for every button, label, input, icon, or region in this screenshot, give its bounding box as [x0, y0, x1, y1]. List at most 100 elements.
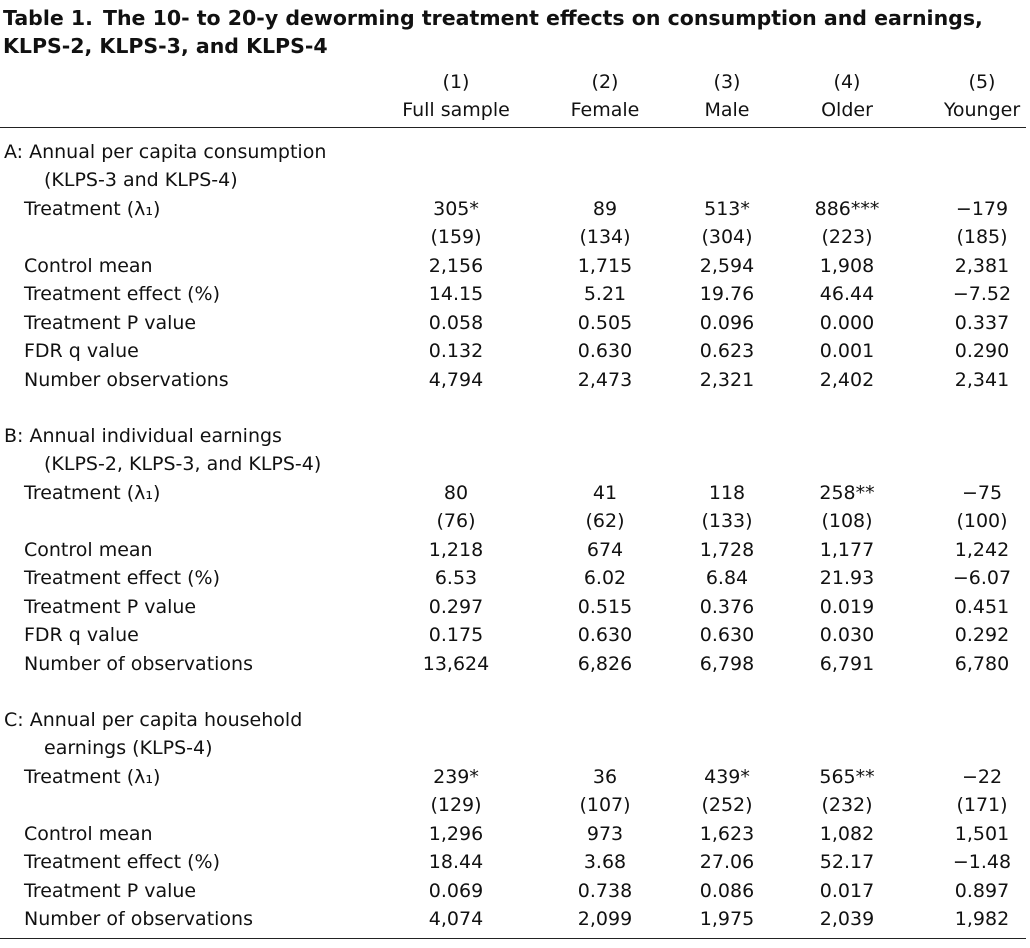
table-cell: (133) [701, 510, 753, 533]
table-cell: 886*** [814, 197, 880, 220]
table-cell: 1,501 [954, 822, 1010, 845]
table-row: Control mean 1,296 973 1,623 1,082 1,501 [0, 820, 1030, 849]
panel-subtitle-text: (KLPS-2, KLPS-3, and KLPS-4) [44, 453, 322, 476]
table-cell: 21.93 [819, 567, 875, 590]
table-row: Treatment (λ₁) 80 41 118 258** −75 [0, 479, 1030, 508]
table-cell: 0.505 [577, 311, 633, 334]
table-cell: 41 [592, 481, 618, 504]
row-label: Treatment (λ₁) [24, 481, 161, 504]
column-header-4: (4) Older [821, 71, 873, 121]
table-cell: −22 [961, 765, 1003, 788]
row-label: Treatment P value [24, 595, 197, 618]
table-cell: 1,623 [699, 822, 755, 845]
table-cell: 4,074 [428, 908, 484, 931]
row-label: Treatment P value [24, 311, 197, 334]
table-cell: 13,624 [422, 652, 490, 675]
panel-subtitle: earnings (KLPS-4) [0, 734, 1030, 763]
panel-subtitle-text: (KLPS-3 and KLPS-4) [44, 169, 238, 192]
table-cell: 2,594 [699, 254, 755, 277]
panel-title: A: Annual per capita consumption [0, 138, 1030, 167]
table-row: FDR q value 0.175 0.630 0.630 0.030 0.292 [0, 621, 1030, 650]
table-cell: 1,728 [699, 538, 755, 561]
header-rule [0, 127, 1026, 128]
table-row: Number of observations 13,624 6,826 6,798 6,… [0, 650, 1030, 679]
table-cell: 674 [586, 538, 624, 561]
table-cell: 0.292 [954, 624, 1010, 647]
table-cell: 2,402 [819, 368, 875, 391]
row-label: Treatment effect (%) [24, 567, 221, 590]
table-cell: 513* [704, 197, 750, 220]
table-cell: (304) [701, 226, 753, 249]
table-row: (76) (62) (133) (108) (100) [0, 507, 1030, 536]
table-cell: 0.030 [819, 624, 875, 647]
bottom-rule [0, 938, 1026, 939]
row-label: Control mean [24, 254, 153, 277]
table-cell: −75 [961, 481, 1003, 504]
table-cell: 46.44 [819, 283, 875, 306]
table-cell: 2,321 [699, 368, 755, 391]
table-cell: 1,975 [699, 908, 755, 931]
table-cell: 1,082 [819, 822, 875, 845]
table-cell: 0.000 [819, 311, 875, 334]
table-cell: 3.68 [583, 851, 627, 874]
table-cell: 305* [433, 197, 479, 220]
table-cell: 0.132 [428, 340, 484, 363]
table-cell: 0.630 [699, 624, 755, 647]
table-cell: (252) [701, 794, 753, 817]
table-cell: 6.02 [583, 567, 627, 590]
table-cell: 0.058 [428, 311, 484, 334]
table-row: Treatment effect (%) 18.44 3.68 27.06 52.17 −… [0, 848, 1030, 877]
table-cell: (159) [430, 226, 482, 249]
table-cell: 0.069 [428, 879, 484, 902]
table-cell: 0.290 [954, 340, 1010, 363]
table-cell: 439* [704, 765, 750, 788]
table-row: Number observations 4,794 2,473 2,321 2,402 2… [0, 366, 1030, 395]
table-cell: (185) [956, 226, 1008, 249]
table-cell: −7.52 [952, 283, 1012, 306]
table-cell: 14.15 [428, 283, 484, 306]
table-cell: 1,908 [819, 254, 875, 277]
table-cell: 1,982 [954, 908, 1010, 931]
table-cell: 118 [708, 481, 746, 504]
table-caption: Table 1. The 10- to 20-y deworming treatm… [3, 4, 1023, 60]
column-header-3: (3) Male [704, 71, 750, 121]
table-cell: 0.096 [699, 311, 755, 334]
table-cell: 0.451 [954, 595, 1010, 618]
column-header-1: (1) Full sample [402, 71, 510, 121]
row-label: Control mean [24, 538, 153, 561]
table-cell: 2,039 [819, 908, 875, 931]
table-cell: 19.76 [699, 283, 755, 306]
table-cell: 565** [819, 765, 875, 788]
table-cell: 4,794 [428, 368, 484, 391]
table-cell: 6,798 [699, 652, 755, 675]
table-cell: 239* [433, 765, 479, 788]
table-cell: 2,381 [954, 254, 1010, 277]
table-cell: 0.630 [577, 340, 633, 363]
row-label: Treatment P value [24, 879, 197, 902]
table-row: Treatment P value 0.058 0.505 0.096 0.000 0.3… [0, 309, 1030, 338]
table-cell: 973 [586, 822, 624, 845]
panel-title: C: Annual per capita household [0, 706, 1030, 735]
table-number: Table 1. [3, 6, 93, 30]
table-cell: (100) [956, 510, 1008, 533]
row-label: Number observations [24, 368, 229, 391]
table-cell: 0.337 [954, 311, 1010, 334]
table-cell: (171) [956, 794, 1008, 817]
row-label: Treatment (λ₁) [24, 765, 161, 788]
table-cell: (108) [821, 510, 873, 533]
table-cell: (76) [436, 510, 476, 533]
table-cell: 0.630 [577, 624, 633, 647]
table-row: Control mean 1,218 674 1,728 1,177 1,242 [0, 536, 1030, 565]
row-label: Treatment (λ₁) [24, 197, 161, 220]
table-row: Number of observations 4,074 2,099 1,975 2,0… [0, 905, 1030, 934]
table-row: Treatment P value 0.069 0.738 0.086 0.017 0.8… [0, 877, 1030, 906]
table-cell: 0.086 [699, 879, 755, 902]
table-cell: 0.019 [819, 595, 875, 618]
row-label: FDR q value [24, 624, 139, 647]
table-cell: (134) [579, 226, 631, 249]
table-cell: 18.44 [428, 851, 484, 874]
row-label: Number of observations [24, 908, 253, 931]
table-cell: 1,296 [428, 822, 484, 845]
table-cell: 6.53 [434, 567, 478, 590]
table-cell: (232) [821, 794, 873, 817]
